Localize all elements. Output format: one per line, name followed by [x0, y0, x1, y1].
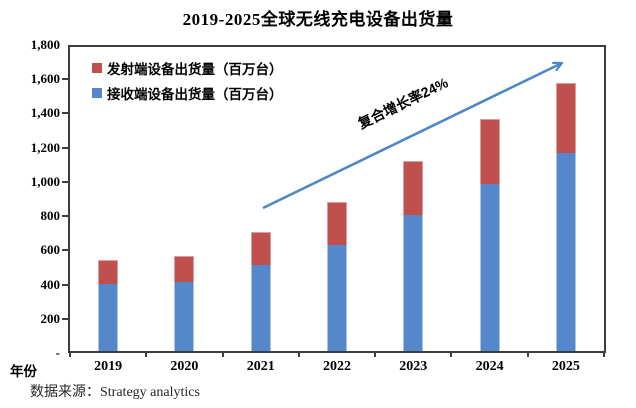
- x-tick-mark: [221, 353, 224, 357]
- legend-item-0: 发射端设备出货量（百万台）: [92, 58, 283, 78]
- y-tick-mark: [62, 146, 68, 149]
- x-label-2019: 2019: [94, 359, 123, 374]
- legend-label: 接收端设备出货量（百万台）: [107, 87, 283, 102]
- y-tick-label--: -: [55, 345, 60, 360]
- y-tick-mark: [62, 283, 68, 286]
- y-tick-mark: [62, 78, 68, 81]
- y-tick-mark: [62, 215, 68, 218]
- x-axis-title: 年份: [10, 364, 37, 379]
- bar-2024-transmitter: [479, 118, 500, 184]
- bar-2021-transmitter: [250, 231, 271, 265]
- legend-label: 发射端设备出货量（百万台）: [107, 62, 283, 77]
- bars: [70, 47, 604, 351]
- legend: 发射端设备出货量（百万台） 接收端设备出货量（百万台）: [92, 58, 283, 108]
- legend-item-1: 接收端设备出货量（百万台）: [92, 83, 283, 103]
- legend-swatch: [92, 63, 102, 73]
- y-tick-label-1,400: 1,400: [30, 105, 60, 121]
- bar-2019-transmitter: [98, 259, 119, 285]
- x-label-2024: 2024: [475, 359, 504, 374]
- bar-2020-receiver: [174, 281, 195, 351]
- y-tick-label-600: 600: [40, 242, 61, 258]
- y-tick-label-200: 200: [40, 310, 61, 326]
- x-label-2022: 2022: [322, 359, 351, 374]
- bar-2025-receiver: [555, 153, 576, 351]
- bar-2024-receiver: [479, 183, 500, 351]
- plot-area: 发射端设备出货量（百万台） 接收端设备出货量（百万台） 复合增长率24%: [68, 45, 606, 353]
- y-tick-mark: [62, 317, 68, 320]
- bar-2025-transmitter: [555, 83, 576, 154]
- bar-2019-receiver: [98, 284, 119, 351]
- x-tick-mark: [374, 353, 377, 357]
- x-label-2021: 2021: [246, 359, 275, 374]
- y-tick-label-800: 800: [40, 208, 61, 224]
- bar-2022-receiver: [327, 244, 347, 351]
- x-label-2025: 2025: [551, 359, 580, 374]
- bar-2021-receiver: [250, 264, 271, 351]
- x-tick-mark: [69, 353, 71, 357]
- bar-2023-receiver: [403, 215, 424, 351]
- x-tick-mark: [145, 353, 148, 357]
- y-tick-mark: [62, 180, 68, 183]
- y-tick-label-1,800: 1,800: [30, 37, 60, 52]
- legend-swatch: [92, 88, 102, 98]
- y-tick-label-1,000: 1,000: [30, 173, 60, 189]
- x-tick-mark: [603, 353, 605, 357]
- bar-2022-transmitter: [327, 202, 347, 245]
- x-tick-mark: [297, 353, 300, 357]
- x-tick-mark: [450, 353, 453, 357]
- y-axis-ticks: [62, 45, 68, 353]
- x-tick-mark: [526, 353, 529, 357]
- x-axis-labels: 2019 2020 2021 2022 2023 2024 2025: [68, 353, 606, 379]
- source-note: 数据来源：Strategy analytics: [30, 385, 200, 400]
- y-tick-mark: [62, 112, 68, 115]
- y-tick-label-400: 400: [40, 276, 61, 292]
- trend-arrow: [262, 47, 604, 210]
- bar-2020-transmitter: [174, 255, 195, 282]
- x-label-2023: 2023: [399, 359, 428, 374]
- y-tick-mark: [62, 249, 68, 252]
- y-tick-label-1,200: 1,200: [30, 139, 60, 155]
- bar-2023-transmitter: [403, 161, 424, 216]
- x-label-2020: 2020: [170, 359, 199, 374]
- y-axis-labels: 1,800 1,600 1,400 1,200 1,000 800 600 400 200 -: [0, 37, 62, 360]
- y-tick-label-1,600: 1,600: [30, 71, 60, 87]
- chart-title: 2019-2025全球无线充电设备出货量: [182, 10, 454, 29]
